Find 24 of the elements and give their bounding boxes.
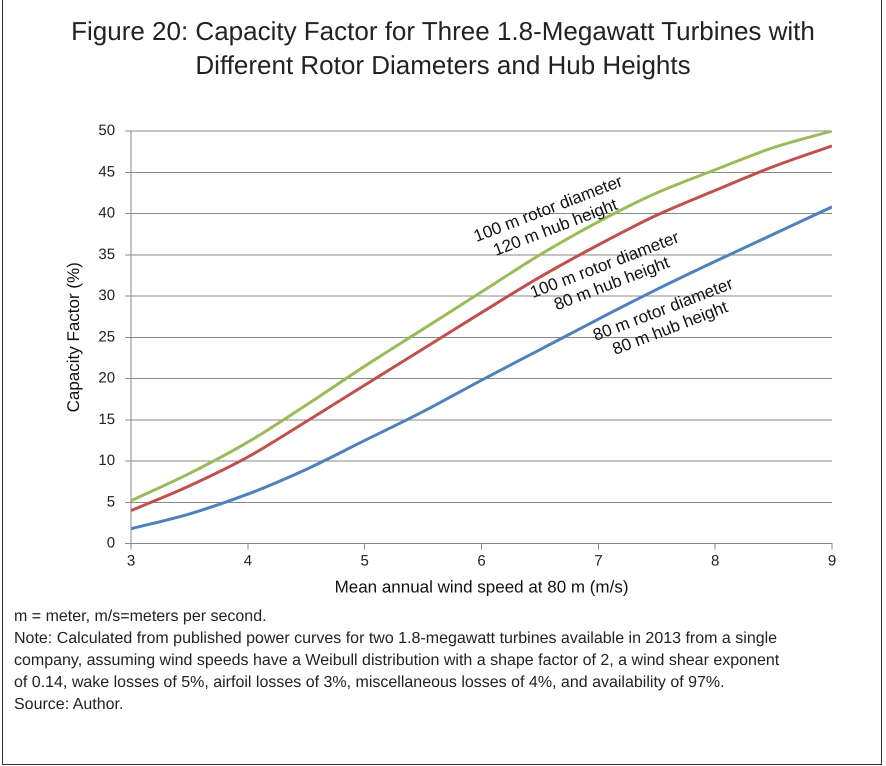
x-tick-label: 5 xyxy=(360,552,369,570)
x-axis-title: Mean annual wind speed at 80 m (m/s) xyxy=(334,577,628,596)
y-tick-label: 10 xyxy=(98,452,116,470)
text: Note: Calculated from published power curves for two 1.8-megawatt turbines available in 2013 from a single company, assuming wind speeds have a Weibull distribution with a shape factor of 2, a wind shear exponent of 0.14, wake losses of 5%, airfoil losses of 3%, miscellaneous losses of 4%, and availability of 97%. xyxy=(14,629,780,693)
text: m = meter, m/s=meters per second. xyxy=(14,607,268,627)
x-tick-label: 8 xyxy=(711,552,720,570)
x-tick-label: 7 xyxy=(594,552,603,570)
y-tick-label: 5 xyxy=(106,493,116,510)
x-tick-label: 4 xyxy=(244,552,252,570)
chart-title: Figure 20: Capacity Factor for Three 1.8-Megawatt Turbines with Different Rotor Diameters and Hub Heights xyxy=(70,15,816,82)
y-tick-label: 0 xyxy=(106,534,116,552)
x-tick-label: 9 xyxy=(828,552,836,570)
source-note: Source: Author. xyxy=(14,695,124,715)
y-tick-label: 35 xyxy=(98,246,116,263)
y-tick-label: 15 xyxy=(98,410,116,428)
x-tick-label: 3 xyxy=(126,552,136,570)
y-axis-title: Capacity Factor (%) xyxy=(64,262,83,412)
y-tick-label: 20 xyxy=(98,370,116,387)
y-tick-label: 50 xyxy=(98,122,116,140)
y-tick-label: 45 xyxy=(98,163,116,180)
x-tick-label: 6 xyxy=(477,552,486,570)
y-tick-label: 25 xyxy=(98,328,116,346)
y-tick-label: 40 xyxy=(98,204,116,222)
y-tick-label: 30 xyxy=(98,287,116,304)
